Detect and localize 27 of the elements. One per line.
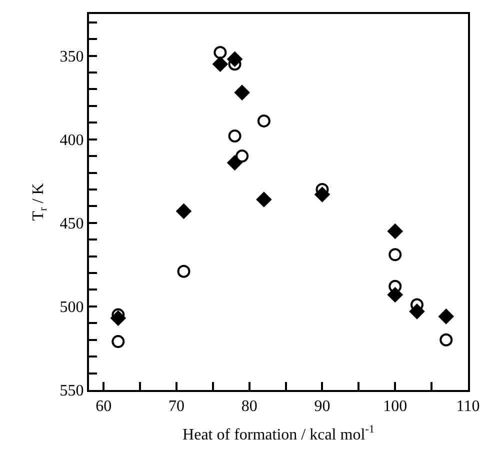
point [234, 85, 250, 100]
point [440, 333, 453, 346]
x-axis-title: Heat of formation / kcal mol$^{-1}$ [182, 424, 374, 444]
x-tick-label: 60 [96, 398, 112, 416]
point [236, 150, 249, 163]
point [257, 114, 270, 128]
point [388, 280, 402, 293]
y-tick-label: 500 [60, 299, 84, 316]
x-tick-label: 90 [314, 398, 330, 416]
x-tick-label: 70 [168, 398, 184, 416]
point [256, 192, 272, 207]
y-tick-label: 450 [60, 215, 84, 232]
point [176, 204, 192, 219]
point [212, 56, 228, 72]
y-tick-label: 400 [60, 132, 84, 149]
y-tick-label: 550 [60, 382, 84, 400]
point [177, 264, 190, 278]
x-tick-label: 80 [241, 398, 258, 416]
point [214, 46, 227, 59]
point [228, 129, 242, 142]
y-tick-label: 350 [60, 48, 84, 66]
point [388, 224, 403, 239]
point [112, 335, 125, 348]
x-tick-label: 110 [456, 398, 480, 416]
point [388, 248, 402, 262]
point [438, 308, 454, 324]
x-tick-label: 100 [383, 398, 408, 416]
